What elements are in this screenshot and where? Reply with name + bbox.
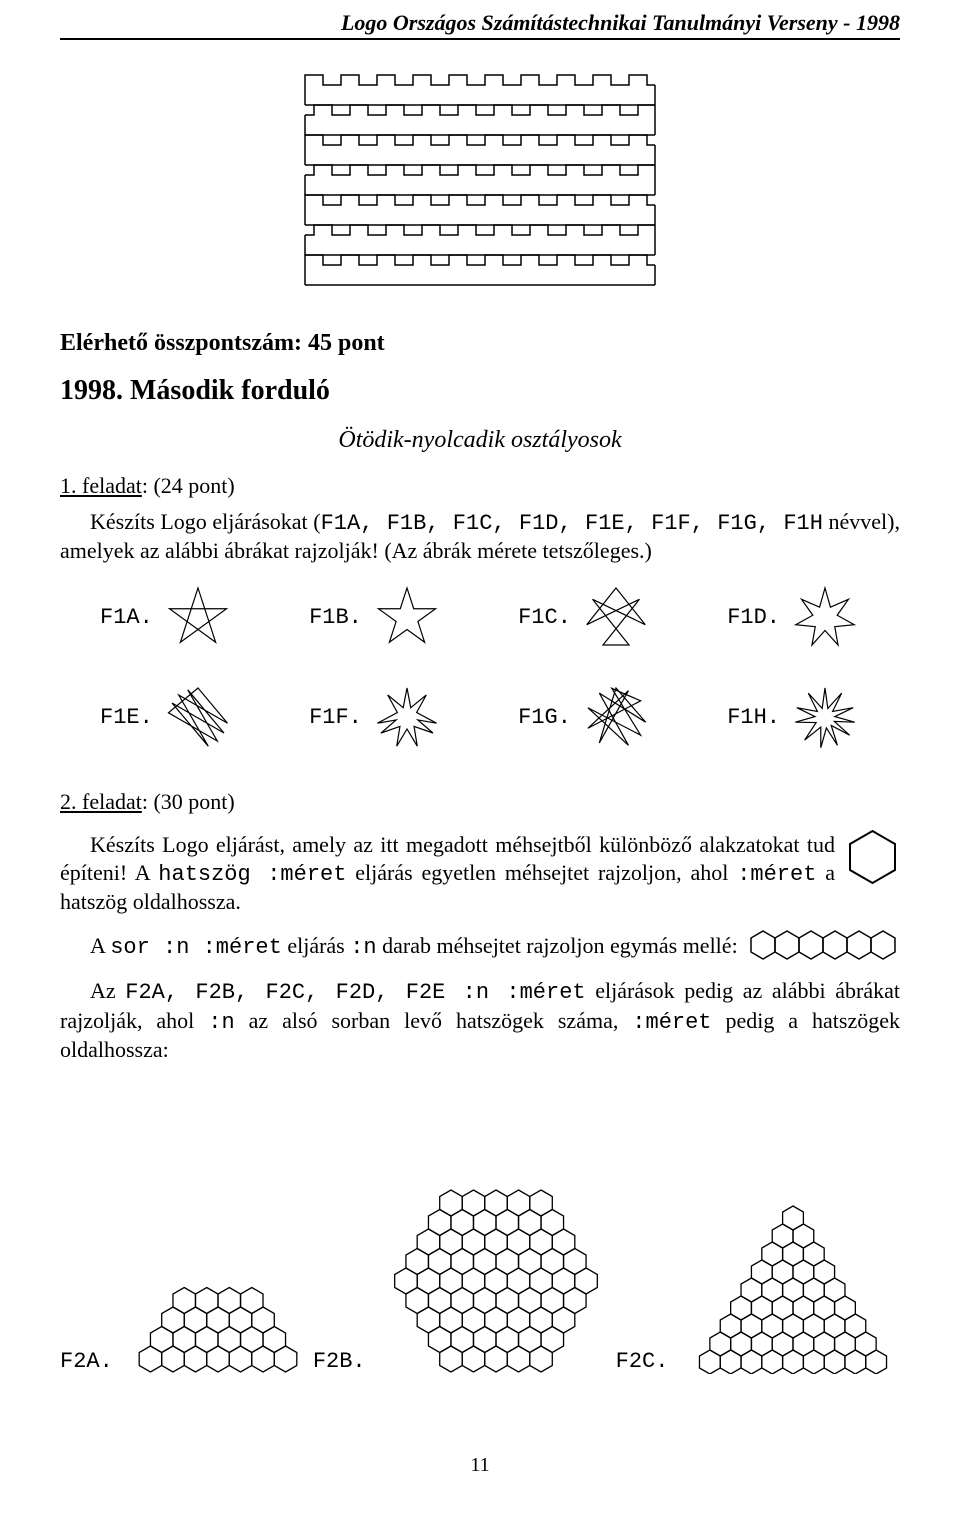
- label-f1b: F1B.: [309, 605, 362, 630]
- hex-f2c-icon: [678, 1184, 908, 1374]
- star-f1h-icon: [790, 683, 860, 753]
- page-header-title: Logo Országos Számítástechnikai Tanulmán…: [60, 0, 900, 40]
- label-f1a: F1A.: [100, 605, 153, 630]
- star-f1c-icon: [581, 583, 651, 653]
- label-f2b: F2B.: [313, 1349, 366, 1374]
- star-f1g-icon: [581, 683, 651, 753]
- task1-text: Készíts Logo eljárásokat (F1A, F1B, F1C,…: [60, 508, 900, 565]
- task2-p3-a: Az: [90, 978, 125, 1003]
- label-f1d: F1D.: [727, 605, 780, 630]
- task2-p2-a: A: [90, 933, 110, 958]
- figure-f1h: F1H.: [727, 683, 860, 753]
- figure-f1c: F1C.: [518, 583, 651, 653]
- figure-f1a: F1A.: [100, 583, 233, 653]
- figure-f1b: F1B.: [309, 583, 442, 653]
- task1-text-a: Készíts Logo eljárásokat (: [90, 509, 321, 534]
- page-number: 11: [60, 1454, 900, 1477]
- task2-p2-code1: sor :n :méret: [110, 935, 282, 960]
- star-f1a-icon: [163, 583, 233, 653]
- label-f1e: F1E.: [100, 705, 153, 730]
- label-f1h: F1H.: [727, 705, 780, 730]
- task2-points: : (30 pont): [142, 789, 235, 814]
- figure-f2b: F2B.: [313, 1124, 616, 1374]
- star-row-1: F1A. F1B. F1C.: [60, 583, 900, 653]
- figure-f1e: F1E.: [100, 683, 233, 753]
- round-heading: 1998. Második forduló: [60, 375, 900, 407]
- task2-p3-code3: :méret: [632, 1010, 711, 1035]
- task1-label: 1. feladat: [60, 473, 142, 498]
- task1-codes: F1A, F1B, F1C, F1D, F1E, F1F, F1G, F1H: [321, 511, 823, 536]
- task2-p3-c: az alsó sorban levő hatszögek száma,: [235, 1008, 633, 1033]
- label-f2c: F2C.: [616, 1349, 669, 1374]
- task2-p3: Az F2A, F2B, F2C, F2D, F2E :n :méret elj…: [60, 977, 900, 1064]
- figure-f1f: F1F.: [309, 683, 442, 753]
- task2-p1: Készíts Logo eljárást, amely az itt mega…: [60, 831, 900, 916]
- figure-f2c: F2C.: [616, 1184, 909, 1374]
- figure-f1g: F1G.: [518, 683, 651, 753]
- task2-heading: 2. feladat: (30 pont): [60, 788, 900, 816]
- hex-f2b-icon: [376, 1124, 616, 1374]
- points-heading: Elérhető összpontszám: 45 pont: [60, 330, 900, 357]
- task1-points: : (24 pont): [142, 473, 235, 498]
- star-f1e-icon: [163, 683, 233, 753]
- hexagon-figures-row: F2A. F2B. F2C.: [60, 1124, 900, 1374]
- subtitle: Ötödik-nyolcadik osztályosok: [60, 427, 900, 454]
- hex-f2a-icon: [123, 1244, 313, 1374]
- castellated-figure: [60, 60, 900, 300]
- label-f1g: F1G.: [518, 705, 571, 730]
- figure-f2a: F2A.: [60, 1244, 313, 1374]
- task2-p3-code2: :n: [208, 1010, 234, 1035]
- task2-p1-b: eljárás egyetlen méhsejtet rajzoljon, ah…: [346, 860, 737, 885]
- hexagon-row-icon: [750, 928, 900, 966]
- label-f1c: F1C.: [518, 605, 571, 630]
- task2-p1-code2: :méret: [737, 862, 816, 887]
- single-hexagon-icon: [845, 827, 900, 887]
- task2-p2-b: eljárás: [282, 933, 350, 958]
- task2-p2-code2: :n: [350, 935, 376, 960]
- task2-label: 2. feladat: [60, 789, 142, 814]
- task2-p2-c: darab méhsejtet rajzoljon egymás mellé:: [377, 933, 738, 958]
- label-f2a: F2A.: [60, 1349, 113, 1374]
- task2-p1-code1: hatszög :méret: [158, 862, 346, 887]
- task1-heading: 1. feladat: (24 pont): [60, 472, 900, 500]
- star-f1d-icon: [790, 583, 860, 653]
- star-f1f-icon: [372, 683, 442, 753]
- star-row-2: F1E. F1F. F1G.: [60, 683, 900, 753]
- star-f1b-icon: [372, 583, 442, 653]
- task2-p3-code1: F2A, F2B, F2C, F2D, F2E :n :méret: [125, 980, 585, 1005]
- label-f1f: F1F.: [309, 705, 362, 730]
- figure-f1d: F1D.: [727, 583, 860, 653]
